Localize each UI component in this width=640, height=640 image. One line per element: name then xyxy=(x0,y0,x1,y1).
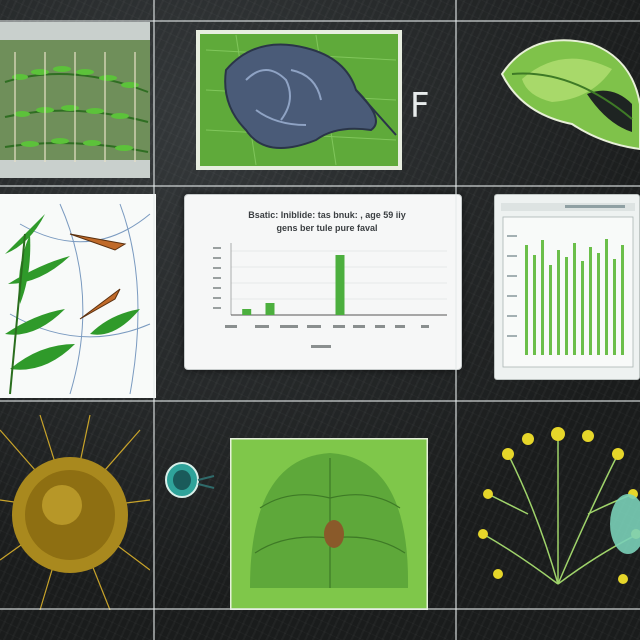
grid-divider-horizontal xyxy=(0,400,640,402)
chart-bars xyxy=(242,255,345,315)
blue-organ-illustration xyxy=(196,30,402,170)
grid-divider-horizontal xyxy=(0,185,640,187)
seed-pod-illustration xyxy=(500,39,640,151)
chart-title: Bsatic: Iniblide: tas bnuk: , age 59 iiy… xyxy=(207,209,447,239)
chart-bar xyxy=(335,255,345,315)
panel-letter-label: F xyxy=(410,86,430,126)
bamboo-insect-panel xyxy=(0,194,156,398)
spiky-sphere-panel xyxy=(0,410,150,610)
x-tick-marks xyxy=(225,325,429,348)
chart-bar xyxy=(265,303,275,315)
bar-chart-card: Bsatic: Iniblide: tas bnuk: , age 59 iiy… xyxy=(184,194,462,370)
y-tick-marks xyxy=(213,247,221,309)
cell-icon xyxy=(165,462,215,498)
coral-illustration xyxy=(478,427,640,585)
grid-divider-vertical xyxy=(455,0,457,640)
bamboo-leaves-illustration xyxy=(0,194,156,398)
grid-divider-horizontal xyxy=(0,20,640,22)
bar-graph-side-card xyxy=(494,194,640,380)
leaf-tissue-illustration xyxy=(230,438,428,610)
chart-subtitle-line: gens ber tule pure faval xyxy=(276,223,378,233)
bar-chart xyxy=(213,243,447,348)
small-cell-panel xyxy=(160,456,216,504)
pod-specimen-panel xyxy=(492,24,640,160)
grid-divider-vertical xyxy=(153,0,155,640)
grid-divider-horizontal xyxy=(0,608,640,610)
leaf-specimen-panel xyxy=(196,30,402,170)
fern-specimen-panel xyxy=(0,22,150,178)
chart-title-line: Bsatic: Iniblide: tas bnuk: , age 59 iiy xyxy=(248,210,406,220)
leaf-tissue-panel xyxy=(230,438,428,610)
side-bar-graph xyxy=(501,203,635,368)
spiky-sphere-illustration xyxy=(0,414,150,610)
coral-specimen-panel xyxy=(478,414,640,610)
chart-bar xyxy=(242,309,252,315)
fern-illustration xyxy=(0,22,150,178)
